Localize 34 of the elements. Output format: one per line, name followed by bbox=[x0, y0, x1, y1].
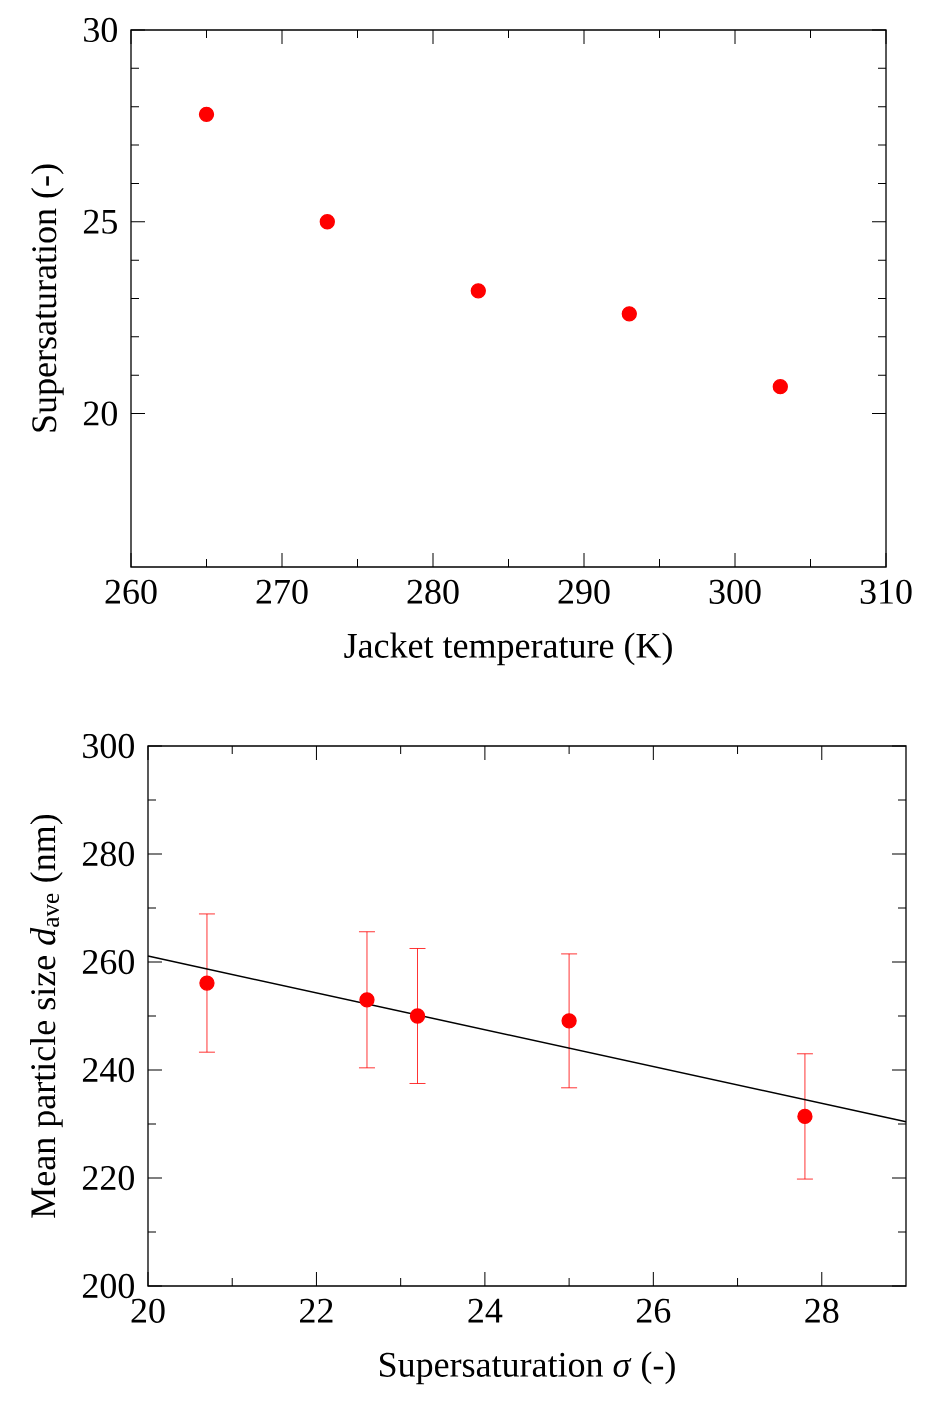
y-axis-title: Mean particle size d$_{ave}$ (nm) bbox=[30, 814, 63, 1218]
x-tick-label: 22 bbox=[300, 1298, 333, 1323]
x-axis-title: Jacket temperature (K) bbox=[344, 632, 672, 666]
x-tick-label: 300 bbox=[709, 579, 761, 604]
x-tick-label: 270 bbox=[256, 579, 308, 604]
y-axis-title: Supersaturation (-) bbox=[31, 164, 64, 432]
point bbox=[470, 283, 486, 299]
point bbox=[319, 214, 335, 230]
x-tick-label: 26 bbox=[636, 1298, 671, 1323]
x-tick-label: 24 bbox=[468, 1298, 503, 1323]
x-tick-label: 28 bbox=[805, 1298, 839, 1323]
point bbox=[198, 106, 215, 123]
x-tick-label: 20 bbox=[131, 1298, 165, 1323]
x-tick-label: 280 bbox=[407, 579, 459, 604]
y-tick-label: 30 bbox=[84, 17, 117, 43]
point bbox=[772, 379, 788, 395]
y-tick-label: 260 bbox=[82, 949, 134, 975]
point bbox=[199, 975, 215, 991]
x-tick-label: 290 bbox=[558, 579, 610, 604]
point bbox=[621, 306, 637, 322]
y-tick-label: 240 bbox=[82, 1057, 134, 1083]
x-axis-title: Supersaturation σ (-) bbox=[380, 1351, 675, 1385]
point bbox=[359, 992, 375, 1008]
point bbox=[797, 1108, 813, 1125]
point bbox=[561, 1013, 577, 1029]
y-tick-label: 20 bbox=[83, 401, 117, 426]
point bbox=[409, 1008, 426, 1024]
y-tick-label: 200 bbox=[82, 1273, 134, 1299]
y-tick-label: 220 bbox=[82, 1165, 134, 1191]
y-tick-label: 280 bbox=[82, 841, 134, 867]
x-tick-label: 310 bbox=[860, 579, 912, 604]
y-tick-label: 25 bbox=[83, 209, 117, 234]
x-tick-label: 260 bbox=[105, 579, 157, 604]
y-tick-label: 300 bbox=[83, 733, 134, 759]
